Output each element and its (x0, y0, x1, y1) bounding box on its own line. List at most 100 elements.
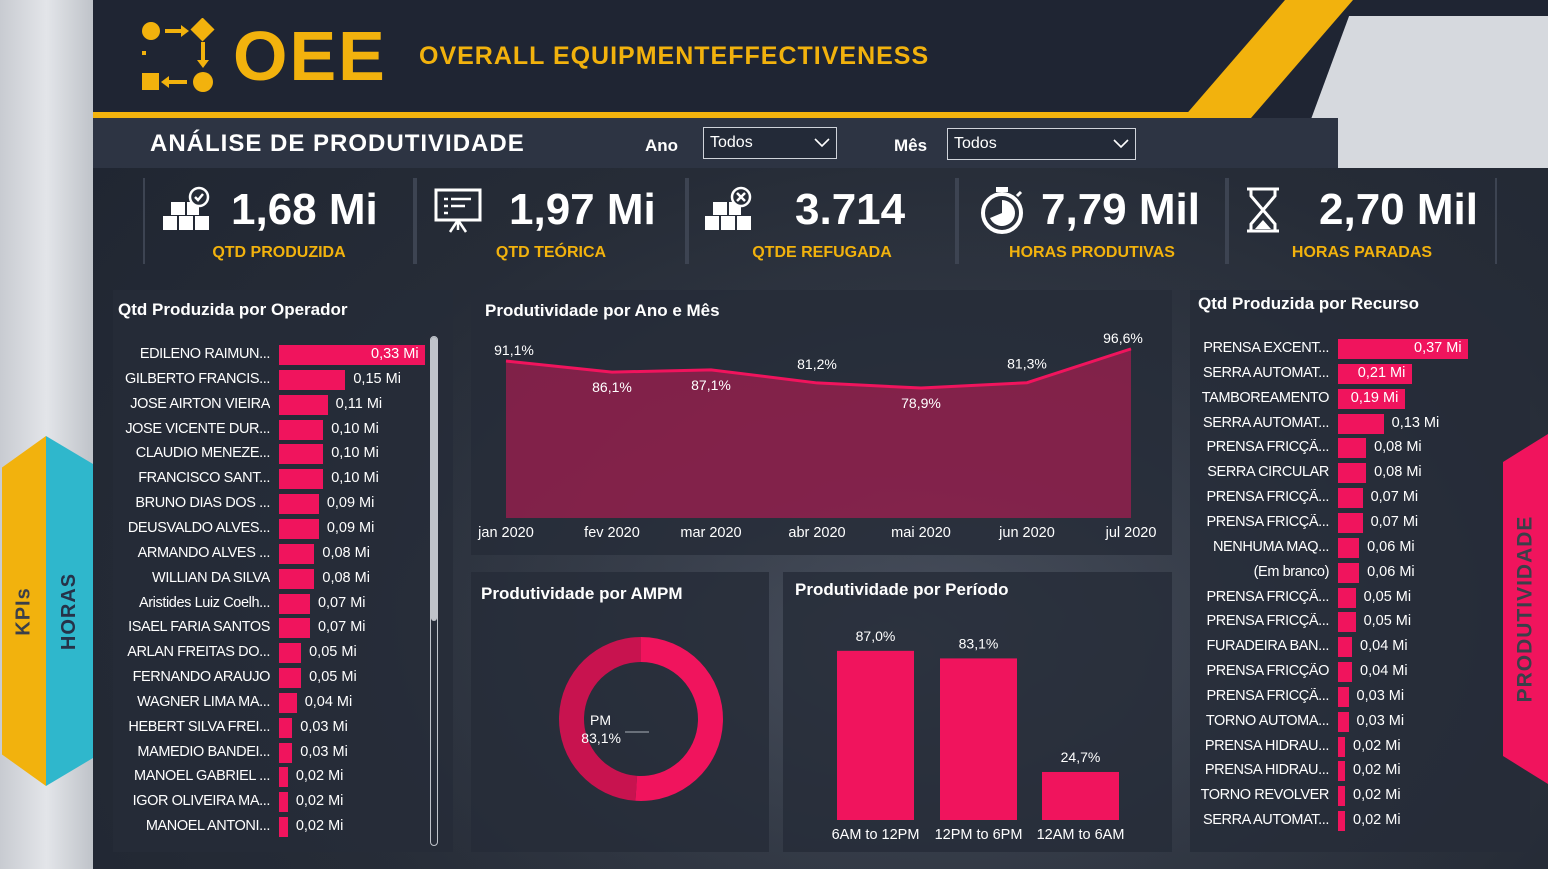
bar-row[interactable]: MANOEL GABRIEL ... 0,02 Mi (113, 765, 433, 789)
bar[interactable] (1338, 413, 1384, 434)
nav-tab-produtividade[interactable]: PRODUTIVIDADE (1503, 434, 1548, 784)
bar-label: PRENSA FRICÇÃ... (1206, 613, 1329, 630)
bar-row[interactable]: BRUNO DIAS DOS ... 0,09 Mi (113, 492, 433, 516)
nav-tab-horas[interactable]: HORAS (46, 436, 93, 786)
bar[interactable] (279, 345, 425, 365)
bar-row[interactable]: SERRA CIRCULAR 0,08 Mi (1190, 461, 1510, 485)
filter-ano-dropdown[interactable]: Todos (703, 127, 837, 159)
bar-row[interactable]: PRENSA HIDRAU... 0,02 Mi (1190, 759, 1510, 783)
bar[interactable] (279, 717, 293, 738)
x-tick-label: 12PM to 6PM (935, 827, 1023, 843)
bar[interactable] (279, 742, 293, 763)
bar[interactable] (1338, 612, 1356, 633)
bar[interactable] (1338, 662, 1353, 683)
bar[interactable] (837, 650, 914, 820)
bar-row[interactable]: WAGNER LIMA MA... 0,04 Mi (113, 691, 433, 715)
bar[interactable] (279, 543, 315, 564)
bar-row[interactable]: ARMANDO ALVES ... 0,08 Mi (113, 542, 433, 566)
bar-row[interactable]: PRENSA FRICÇÃO 0,04 Mi (1190, 660, 1510, 684)
bar-row[interactable]: SERRA AUTOMAT... 0,13 Mi (1190, 412, 1510, 436)
bar-row[interactable]: DEUSVALDO ALVES... 0,09 Mi (113, 517, 433, 541)
bar[interactable] (1338, 537, 1360, 558)
bar[interactable] (940, 658, 1017, 820)
bar-row[interactable]: SERRA AUTOMAT... 0,02 Mi (1190, 809, 1510, 833)
bar[interactable] (1338, 562, 1360, 583)
bar-row[interactable]: ISAEL FARIA SANTOS 0,07 Mi (113, 616, 433, 640)
bar-value-label: 0,02 Mi (295, 768, 344, 785)
bar-row[interactable]: Aristides Luiz Coelh... 0,07 Mi (113, 592, 433, 616)
bar[interactable] (279, 369, 346, 390)
bar-row[interactable]: JOSE AIRTON VIEIRA 0,11 Mi (113, 393, 433, 417)
bar[interactable] (1338, 686, 1349, 707)
bar[interactable] (279, 568, 315, 589)
bar-row[interactable]: PRENSA FRICÇÃ... 0,03 Mi (1190, 685, 1510, 709)
bar-row[interactable]: MANOEL ANTONI... 0,02 Mi (113, 815, 433, 839)
scrollbar-thumb[interactable] (431, 337, 437, 621)
bar[interactable] (1338, 587, 1356, 608)
bar[interactable] (279, 792, 288, 813)
filter-mes-dropdown[interactable]: Todos (947, 128, 1136, 160)
bar[interactable] (279, 618, 310, 639)
bar-row[interactable]: MAMEDIO BANDEI... 0,03 Mi (113, 741, 433, 765)
bar[interactable] (1042, 771, 1119, 820)
bar[interactable] (1338, 637, 1353, 658)
bar-row[interactable]: TORNO AUTOMA... 0,03 Mi (1190, 710, 1510, 734)
bar-label: MAMEDIO BANDEI... (137, 743, 270, 760)
bar[interactable] (1338, 463, 1367, 484)
bar[interactable] (1338, 761, 1346, 782)
bar[interactable] (279, 643, 302, 664)
bar[interactable] (279, 444, 324, 465)
bar-row[interactable]: (Em branco) 0,06 Mi (1190, 561, 1510, 585)
bar-label: PRENSA FRICÇÃ... (1206, 588, 1329, 605)
bar[interactable] (279, 593, 310, 614)
donut-slice-am[interactable] (635, 637, 724, 801)
bar[interactable] (1338, 363, 1412, 384)
bar[interactable] (279, 518, 319, 539)
bar[interactable] (279, 692, 297, 713)
nav-tab-kpis[interactable]: KPIs (2, 436, 46, 786)
bar-row[interactable]: PRENSA FRICÇÃ... 0,07 Mi (1190, 511, 1510, 535)
bar[interactable] (279, 767, 288, 788)
bar-row[interactable]: PRENSA FRICÇÃ... 0,05 Mi (1190, 586, 1510, 610)
bar[interactable] (1338, 811, 1346, 832)
bar-row[interactable]: GILBERTO FRANCIS... 0,15 Mi (113, 368, 433, 392)
bar-row[interactable]: ARLAN FREITAS DO... 0,05 Mi (113, 641, 433, 665)
bar-row[interactable]: FURADEIRA BAN... 0,04 Mi (1190, 635, 1510, 659)
scrollbar[interactable] (430, 336, 438, 846)
bar-row[interactable]: FERNANDO ARAUJO 0,05 Mi (113, 666, 433, 690)
bar-row[interactable]: FRANCISCO SANT... 0,10 Mi (113, 467, 433, 491)
bar[interactable] (1338, 438, 1367, 459)
bar[interactable] (1338, 388, 1405, 409)
boxes-x-icon (705, 186, 752, 230)
bar[interactable] (1338, 786, 1346, 807)
bar-row[interactable]: NENHUMA MAQ... 0,06 Mi (1190, 536, 1510, 560)
bar[interactable] (1338, 339, 1468, 359)
bar-row[interactable]: IGOR OLIVEIRA MA... 0,02 Mi (113, 790, 433, 814)
bar[interactable] (1338, 488, 1363, 509)
bar-value-label: 0,05 Mi (309, 644, 357, 661)
bar[interactable] (279, 419, 324, 440)
bar-row[interactable]: JOSE VICENTE DUR... 0,10 Mi (113, 418, 433, 442)
bar[interactable] (1338, 736, 1346, 757)
bar-row[interactable]: PRENSA HIDRAU... 0,02 Mi (1190, 735, 1510, 759)
bar-row[interactable]: HEBERT SILVA FREI... 0,03 Mi (113, 716, 433, 740)
bar[interactable] (279, 469, 324, 490)
bar-row[interactable]: TAMBOREAMENTO 0,19 Mi (1190, 387, 1510, 411)
bar[interactable] (279, 394, 328, 415)
bar-row[interactable]: WILLIAN DA SILVA 0,08 Mi (113, 567, 433, 591)
bar-row[interactable]: PRENSA FRICÇÃ... 0,08 Mi (1190, 436, 1510, 460)
bar-row[interactable]: SERRA AUTOMAT... 0,21 Mi (1190, 362, 1510, 386)
bar[interactable] (279, 668, 302, 689)
bar-label: CLAUDIO MENEZE... (135, 445, 270, 462)
bar-row[interactable]: EDILENO RAIMUN... 0,33 Mi (113, 343, 433, 367)
bar[interactable] (279, 817, 288, 838)
bar[interactable] (279, 494, 319, 515)
bar-row[interactable]: CLAUDIO MENEZE... 0,10 Mi (113, 442, 433, 466)
bar-row[interactable]: PRENSA FRICÇÃ... 0,07 Mi (1190, 486, 1510, 510)
bar-row[interactable]: PRENSA FRICÇÃ... 0,05 Mi (1190, 610, 1510, 634)
bar-row[interactable]: TORNO REVOLVER 0,02 Mi (1190, 784, 1510, 808)
bar-row[interactable]: PRENSA EXCENT... 0,37 Mi (1190, 337, 1510, 361)
bar[interactable] (1338, 711, 1349, 732)
bar[interactable] (1338, 512, 1363, 533)
donut-slice-pm[interactable] (559, 637, 641, 801)
